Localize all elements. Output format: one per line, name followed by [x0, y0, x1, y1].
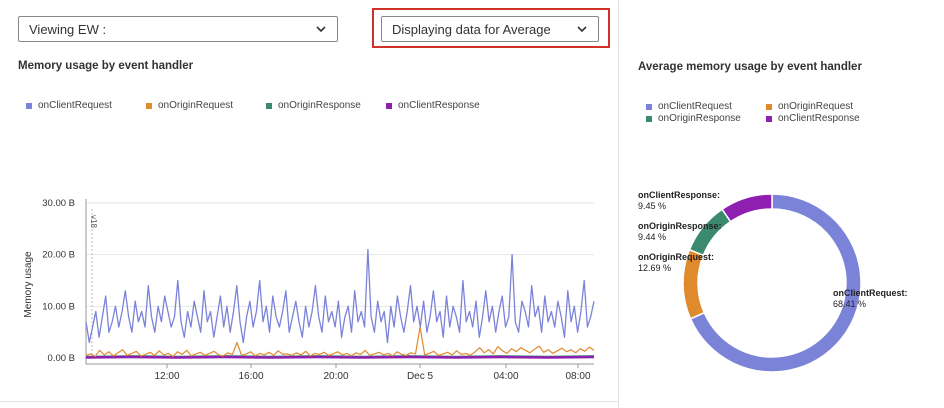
memory-line-chart: 30.00 B 20.00 B 10.00 B 0.00 B Memory usage v… [23, 198, 595, 382]
legend-swatch [386, 102, 392, 109]
data-select[interactable]: Displaying data for Average [381, 16, 599, 42]
donut-label-onclientrequest: onClientRequest: 68.41 % [833, 288, 908, 309]
x-tick-label: Dec 5 [407, 371, 434, 382]
viewing-select[interactable]: Viewing EW : [18, 16, 338, 42]
legend-item-onclientresponse[interactable]: onClientResponse [386, 100, 480, 111]
legend-swatch [646, 103, 652, 110]
donut-label-onoriginrequest: onOriginRequest: 12.69 % [638, 252, 714, 273]
legend-item-onoriginrequest[interactable]: onOriginRequest [146, 100, 233, 111]
chevron-down-icon [577, 26, 587, 33]
x-tick-label: 08:00 [565, 371, 590, 382]
series-line-onoriginrequest [85, 326, 595, 357]
bottom-divider [0, 401, 618, 402]
legend-swatch [266, 102, 272, 109]
donut-chart-title: Average memory usage by event handler [638, 61, 862, 73]
donut-legend-onclientresponse[interactable]: onClientResponse [766, 113, 860, 124]
legend-swatch [766, 115, 772, 122]
legend-item-onclientrequest[interactable]: onClientRequest [26, 100, 112, 111]
version-marker-label: v18 [89, 215, 98, 228]
y-tick-label: 10.00 B [42, 301, 75, 312]
donut-legend-onclientrequest[interactable]: onClientRequest [646, 101, 732, 112]
y-tick-label: 20.00 B [42, 250, 75, 261]
legend-swatch [646, 115, 652, 122]
data-select-value: Displaying data for Average [392, 21, 551, 37]
donut-legend-onoriginrequest[interactable]: onOriginRequest [766, 101, 853, 112]
x-tick-label: 04:00 [493, 371, 518, 382]
donut-label-onclientresponse: onClientResponse: 9.45 % [638, 190, 721, 211]
y-tick-label: 30.00 B [42, 198, 75, 209]
memory-donut-chart [682, 193, 862, 373]
series-line-onclientresponse [85, 355, 595, 359]
legend-item-onoriginresponse[interactable]: onOriginResponse [266, 100, 361, 111]
viewing-select-value: Viewing EW : [29, 21, 107, 37]
donut-label-onoriginresponse: onOriginResponse: 9.44 % [638, 221, 722, 242]
x-tick-label: 12:00 [154, 371, 179, 382]
donut-slice-onclientresponse [721, 193, 773, 223]
x-tick-label: 20:00 [323, 371, 348, 382]
legend-swatch [146, 102, 152, 109]
legend-swatch [766, 103, 772, 110]
panel-divider [618, 0, 619, 408]
line-chart-title: Memory usage by event handler [18, 60, 194, 72]
series-line-onclientrequest [85, 248, 595, 344]
y-tick-label: 0.00 B [48, 353, 75, 364]
donut-legend-onoriginresponse[interactable]: onOriginResponse [646, 113, 741, 124]
chevron-down-icon [316, 26, 326, 33]
x-tick-label: 16:00 [238, 371, 263, 382]
y-axis-label: Memory usage [23, 251, 34, 318]
highlight-box [372, 8, 610, 48]
legend-swatch [26, 102, 32, 109]
